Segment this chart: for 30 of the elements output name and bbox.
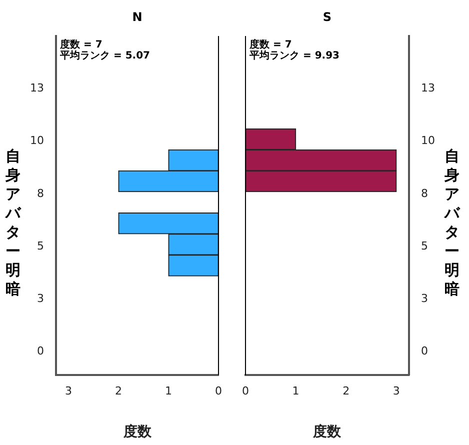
y-tick-label: 8	[421, 186, 428, 200]
y-tick-label: 10	[421, 134, 435, 148]
y-axis-title: 自身アバター明暗	[6, 146, 20, 298]
y-tick-label: 0	[421, 344, 428, 358]
y-tick-label: 0	[37, 344, 44, 358]
annotation: 平均ランク = 9.93	[248, 50, 340, 62]
y-tick-label: 5	[421, 239, 428, 252]
y-axis-title: 自身アバター明暗	[444, 146, 460, 298]
x-axis-title: 度数	[312, 423, 342, 440]
y-tick-label: 10	[30, 134, 44, 148]
y-tick-label: 5	[37, 239, 44, 252]
x-tick-label: 1	[165, 384, 172, 398]
x-tick-label: 0	[242, 384, 249, 398]
y-tick-label: 13	[30, 82, 44, 94]
x-tick-label: 3	[65, 384, 72, 398]
x-axis-title: 度数	[122, 423, 152, 440]
x-tick-label: 1	[292, 384, 300, 398]
annotation: 平均ランク = 5.07	[59, 50, 150, 62]
y-tick-label: 3	[421, 292, 428, 306]
x-tick-label: 0	[215, 384, 222, 398]
annotation: 度数 = 7	[59, 38, 102, 51]
x-tick-label: 3	[392, 384, 400, 398]
x-tick-label: 2	[115, 384, 122, 398]
y-tick-label: 8	[37, 186, 44, 200]
chart-title: S	[322, 10, 332, 24]
y-tick-label: 13	[421, 82, 435, 94]
x-tick-label: 2	[342, 384, 350, 398]
annotation: 度数 = 7	[248, 38, 292, 51]
chart-title: N	[132, 10, 142, 24]
y-tick-label: 3	[37, 292, 44, 306]
